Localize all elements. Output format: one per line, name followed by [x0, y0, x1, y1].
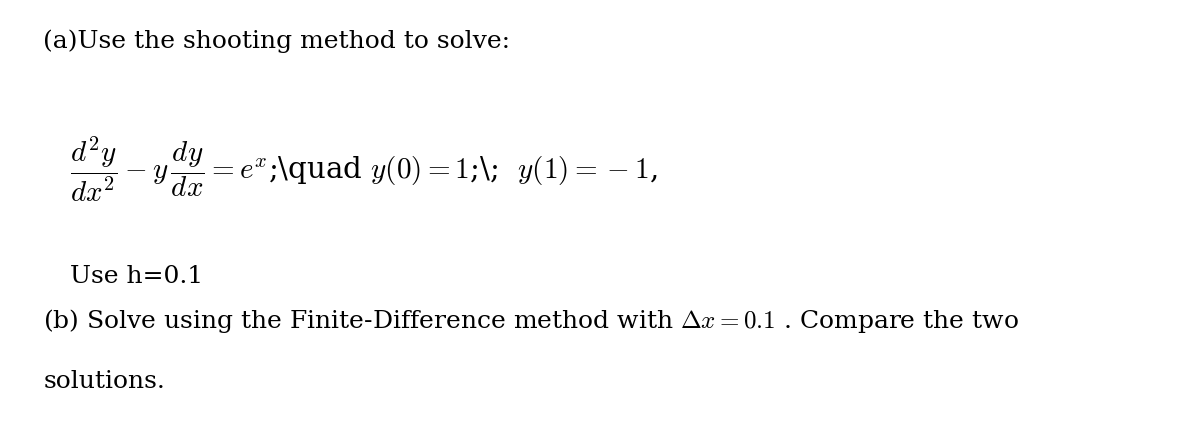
Text: (a)Use the shooting method to solve:: (a)Use the shooting method to solve: [43, 29, 510, 53]
Text: (b) Solve using the Finite-Difference method with $\Delta x = 0.1$ . Compare the: (b) Solve using the Finite-Difference me… [43, 307, 1019, 336]
Text: Use h=0.1: Use h=0.1 [70, 265, 203, 288]
Text: solutions.: solutions. [43, 370, 166, 394]
Text: $\dfrac{d^2y}{dx^2} - y\,\dfrac{dy}{dx} = e^x$;\quad $y(0) = 1$;\;  $y(1) = -1$,: $\dfrac{d^2y}{dx^2} - y\,\dfrac{dy}{dx} … [70, 135, 658, 204]
